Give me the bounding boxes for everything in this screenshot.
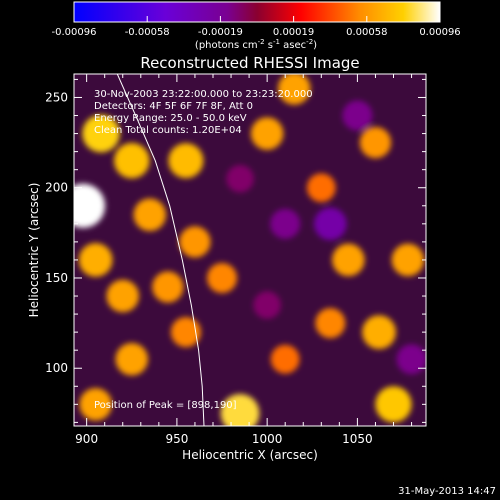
- colorbar-tick-label-3: 0.00019: [273, 27, 314, 38]
- colorbar-ticks: -0.00096 -0.00058 -0.00019 0.00019 0.00058 0.…: [52, 16, 461, 38]
- emission-blob-15: [277, 74, 311, 105]
- emission-blob-8: [152, 271, 184, 303]
- y-tick-label-0: 100: [45, 361, 68, 375]
- solar-limb-line: [116, 74, 205, 426]
- annotation-counts: Clean Total counts: 1.20E+04: [94, 125, 242, 136]
- colorbar-tick-label-2: -0.00019: [198, 27, 243, 38]
- emission-blob-24: [270, 208, 301, 239]
- chart-title: Reconstructed RHESSI Image: [140, 54, 359, 72]
- emission-blob-20: [375, 386, 412, 423]
- colorbar-tick-label-4: 0.00058: [346, 27, 387, 38]
- x-tick-label-3: 1050: [342, 432, 373, 446]
- emission-blob-2: [114, 142, 150, 179]
- emission-blob-28: [396, 344, 426, 375]
- y-axis-label: Heliocentric Y (arcsec): [27, 183, 41, 318]
- emission-blob-6: [78, 243, 113, 277]
- emission-blob-12: [220, 393, 260, 426]
- annotation-time: 30-Nov-2003 23:22:00.000 to 23:23:20.000: [94, 89, 313, 100]
- emission-blob-9: [115, 342, 149, 376]
- emission-blob-14: [250, 117, 284, 150]
- y-tick-label-3: 250: [45, 90, 68, 104]
- x-tick-label-2: 1000: [252, 432, 283, 446]
- annotation-energy: Energy Range: 25.0 - 50.0 keV: [94, 113, 247, 124]
- emission-blob-13: [207, 262, 238, 293]
- y-tick-label-1: 150: [45, 271, 68, 285]
- x-tick-label-1: 950: [165, 432, 188, 446]
- emission-blob-22: [315, 308, 346, 339]
- colorbar-tick-label-1: -0.00058: [125, 27, 170, 38]
- colorbar: [73, 1, 441, 23]
- emission-blob-29: [226, 164, 254, 193]
- emission-blob-10: [170, 317, 201, 348]
- emission-blob-16: [306, 173, 336, 203]
- emission-blob-1: [82, 114, 120, 153]
- emission-blob-4: [168, 143, 204, 179]
- emission-blob-3: [133, 198, 167, 232]
- plot-frame: [73, 73, 427, 427]
- emission-blob-27: [253, 291, 281, 319]
- emission-blob-5: [179, 226, 211, 258]
- colorbar-tick-label-0: -0.00096: [52, 27, 97, 38]
- colorbar-tick-label-5: 0.00096: [419, 27, 460, 38]
- annotation-peak: Position of Peak = [898,190]: [94, 400, 237, 411]
- emission-blob-18: [391, 243, 425, 277]
- emission-blob-17: [332, 243, 365, 277]
- emission-blob-25: [314, 207, 347, 241]
- y-tick-label-2: 200: [45, 181, 68, 195]
- emission-blob-7: [106, 279, 139, 313]
- emission-map: [74, 74, 426, 426]
- x-axis-label: Heliocentric X (arcsec): [182, 448, 318, 462]
- plot-area: [74, 74, 426, 426]
- emission-blob-11: [79, 388, 112, 421]
- emission-blob-21: [270, 344, 300, 374]
- emission-blob-0: [74, 183, 106, 228]
- colorbar-unit-label: (photons cm-2 s-1 asec-2): [195, 38, 317, 51]
- emission-blob-23: [359, 126, 392, 159]
- footer-date: 31-May-2013 14:47: [398, 486, 496, 497]
- emission-blob-19: [362, 315, 396, 350]
- x-tick-label-0: 900: [75, 432, 98, 446]
- axis-ticks: 900 950 1000 1050 100 150 200 250: [45, 74, 426, 446]
- emission-blob-26: [342, 100, 373, 131]
- annotation-detectors: Detectors: 4F 5F 6F 7F 8F, Att 0: [94, 101, 253, 112]
